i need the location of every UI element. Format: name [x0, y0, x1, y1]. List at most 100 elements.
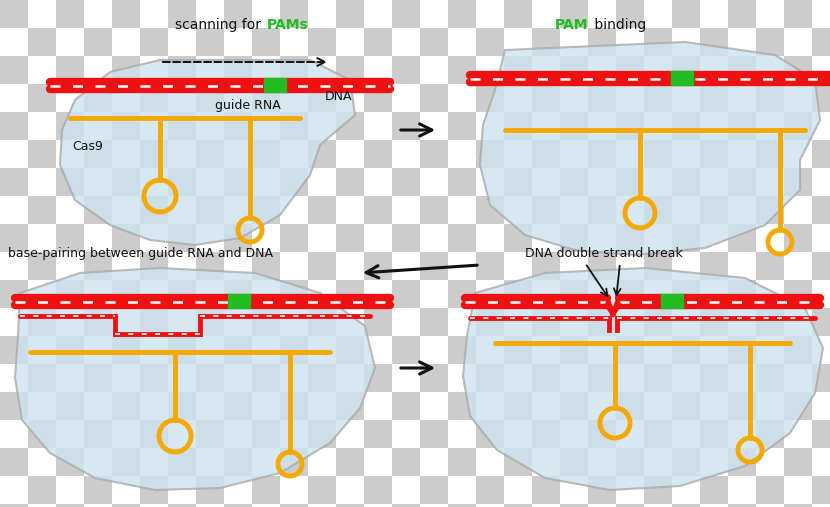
Bar	[784, 224, 812, 252]
Bar	[196, 364, 224, 392]
Bar	[588, 112, 616, 140]
Text: PAM: PAM	[555, 18, 588, 32]
Bar	[784, 196, 812, 224]
Bar	[644, 252, 672, 280]
Bar	[448, 392, 476, 420]
Bar	[560, 0, 588, 28]
Bar	[728, 448, 756, 476]
Bar	[168, 56, 196, 84]
Bar	[588, 140, 616, 168]
Bar	[532, 84, 560, 112]
Bar	[112, 476, 140, 504]
Bar	[448, 280, 476, 308]
Bar	[812, 28, 830, 56]
Bar	[364, 420, 392, 448]
Bar	[392, 56, 420, 84]
Bar	[504, 28, 532, 56]
Bar	[588, 224, 616, 252]
Bar	[644, 168, 672, 196]
Bar	[672, 28, 700, 56]
Bar	[756, 112, 784, 140]
Bar	[420, 84, 448, 112]
Bar	[196, 392, 224, 420]
Bar	[700, 392, 728, 420]
Bar	[112, 224, 140, 252]
Bar	[420, 448, 448, 476]
Bar	[56, 252, 84, 280]
Bar	[560, 196, 588, 224]
Bar	[672, 476, 700, 504]
Bar	[812, 84, 830, 112]
Bar	[252, 0, 280, 28]
Bar	[812, 392, 830, 420]
Bar	[392, 140, 420, 168]
Bar	[392, 280, 420, 308]
Bar	[0, 140, 28, 168]
Bar	[84, 56, 112, 84]
Bar	[560, 280, 588, 308]
Bar	[476, 280, 504, 308]
Bar	[196, 196, 224, 224]
Bar	[728, 308, 756, 336]
Bar	[112, 448, 140, 476]
Bar	[168, 336, 196, 364]
Bar	[784, 420, 812, 448]
Bar	[700, 168, 728, 196]
Bar	[700, 280, 728, 308]
Bar	[588, 84, 616, 112]
Bar	[140, 0, 168, 28]
Bar	[476, 168, 504, 196]
Bar	[112, 0, 140, 28]
Bar	[252, 392, 280, 420]
Bar	[448, 364, 476, 392]
Bar	[196, 336, 224, 364]
Bar	[728, 280, 756, 308]
Bar	[588, 308, 616, 336]
Bar	[504, 448, 532, 476]
Bar	[168, 504, 196, 507]
Bar	[28, 252, 56, 280]
Bar	[224, 504, 252, 507]
Bar	[308, 224, 336, 252]
Bar	[392, 84, 420, 112]
Bar	[532, 336, 560, 364]
Text: scanning for: scanning for	[174, 18, 265, 32]
Bar	[196, 280, 224, 308]
Bar	[504, 504, 532, 507]
Bar	[616, 112, 644, 140]
Bar	[84, 420, 112, 448]
Bar	[140, 196, 168, 224]
Bar	[644, 308, 672, 336]
Bar	[392, 448, 420, 476]
Bar	[28, 168, 56, 196]
Bar	[812, 112, 830, 140]
Bar	[112, 392, 140, 420]
Bar	[336, 504, 364, 507]
Bar	[252, 196, 280, 224]
Bar	[112, 112, 140, 140]
Bar	[784, 504, 812, 507]
Bar	[336, 308, 364, 336]
Bar	[756, 308, 784, 336]
Bar	[224, 0, 252, 28]
Bar	[588, 56, 616, 84]
Bar	[756, 420, 784, 448]
Bar	[308, 112, 336, 140]
Polygon shape	[60, 60, 355, 245]
Bar	[336, 224, 364, 252]
Bar	[140, 420, 168, 448]
Bar	[448, 168, 476, 196]
Bar	[140, 504, 168, 507]
Bar	[308, 364, 336, 392]
Bar	[700, 504, 728, 507]
Bar	[140, 252, 168, 280]
Bar	[336, 112, 364, 140]
Bar	[420, 28, 448, 56]
Bar	[588, 196, 616, 224]
Bar	[308, 252, 336, 280]
Bar	[224, 420, 252, 448]
Bar	[504, 252, 532, 280]
Bar	[112, 84, 140, 112]
Bar	[504, 280, 532, 308]
Bar	[420, 392, 448, 420]
